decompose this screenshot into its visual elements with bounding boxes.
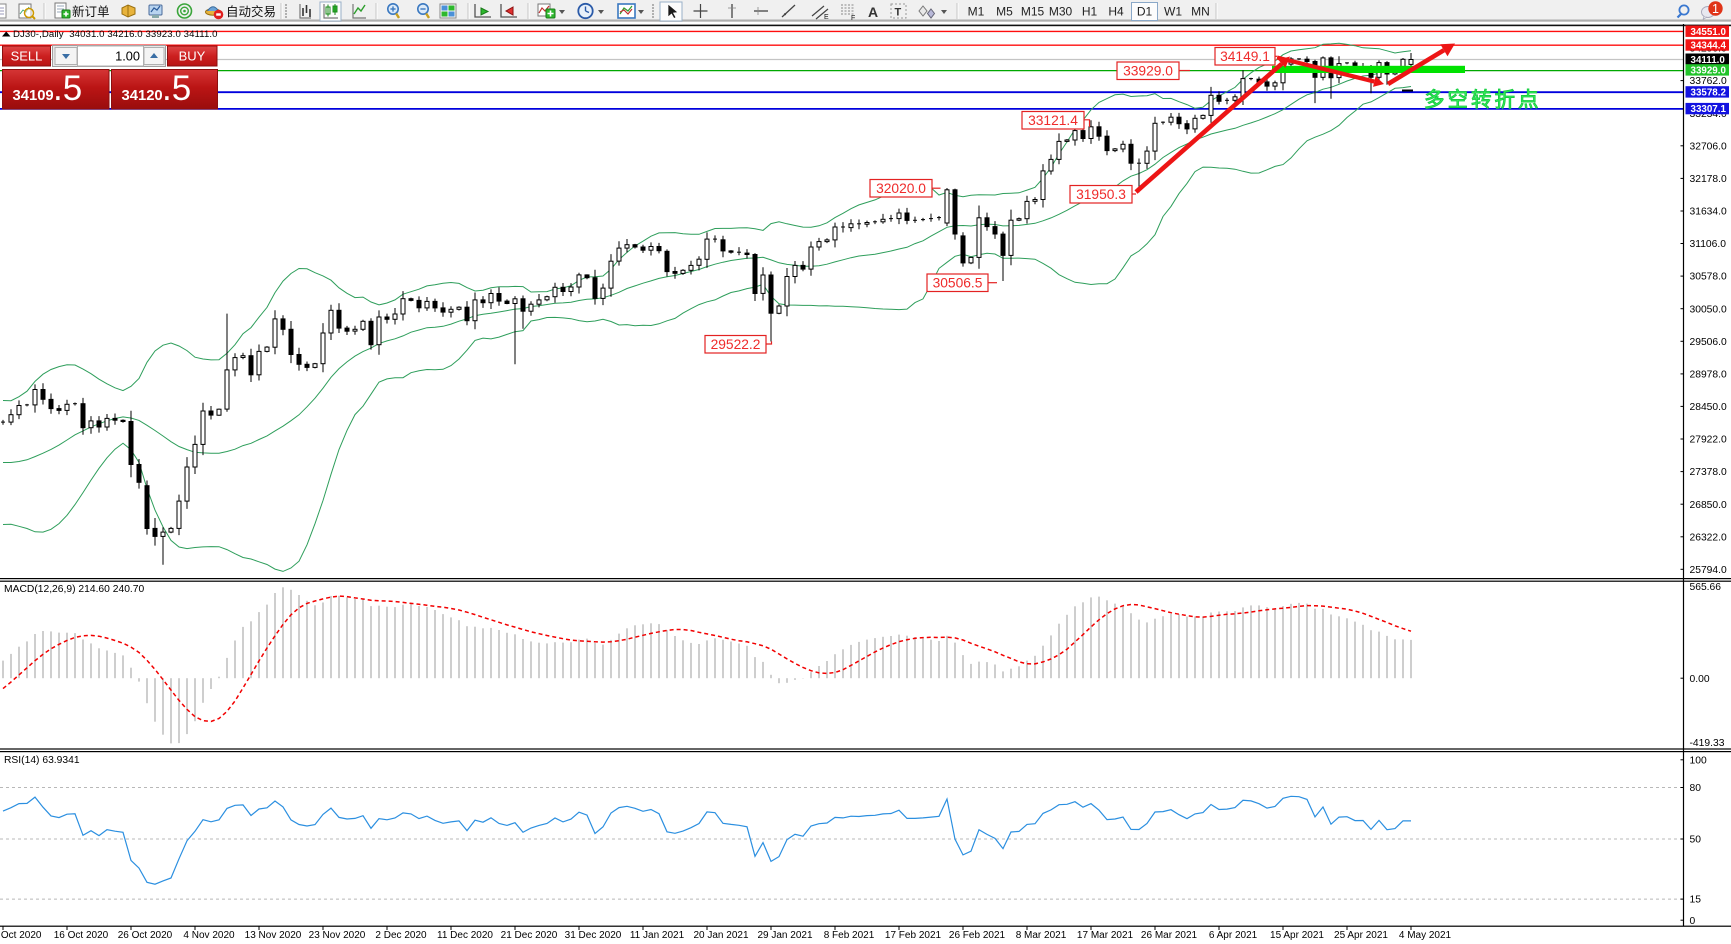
- svg-text:11 Jan 2021: 11 Jan 2021: [630, 930, 685, 941]
- svg-text:4 Nov 2020: 4 Nov 2020: [183, 930, 235, 941]
- svg-text:31 Dec 2020: 31 Dec 2020: [565, 930, 622, 941]
- svg-text:33121.4: 33121.4: [1028, 113, 1078, 128]
- svg-text:8 Mar 2021: 8 Mar 2021: [1016, 930, 1067, 941]
- svg-text:16 Oct 2020: 16 Oct 2020: [54, 930, 109, 941]
- svg-text:30578.0: 30578.0: [1690, 272, 1727, 283]
- svg-text:26 Mar 2021: 26 Mar 2021: [1141, 930, 1198, 941]
- svg-text:29506.0: 29506.0: [1690, 337, 1727, 348]
- svg-text:新订单: 新订单: [72, 4, 110, 19]
- svg-text:32178.0: 32178.0: [1690, 174, 1727, 185]
- svg-text:H1: H1: [1082, 5, 1098, 19]
- svg-text:8 Feb 2021: 8 Feb 2021: [824, 930, 875, 941]
- svg-text:.5: .5: [53, 69, 82, 108]
- svg-text:31950.3: 31950.3: [1076, 187, 1126, 202]
- svg-text:M5: M5: [996, 5, 1013, 19]
- svg-text:50: 50: [1690, 835, 1702, 846]
- svg-text:34120: 34120: [122, 88, 163, 104]
- svg-text:0: 0: [1690, 916, 1696, 927]
- svg-text:1: 1: [1712, 2, 1719, 16]
- svg-text:15 Apr 2021: 15 Apr 2021: [1270, 930, 1324, 941]
- svg-text:M30: M30: [1049, 5, 1073, 19]
- svg-text:自动交易: 自动交易: [226, 4, 276, 19]
- svg-text:30050.0: 30050.0: [1690, 304, 1727, 315]
- svg-text:33762.0: 33762.0: [1690, 76, 1727, 87]
- svg-text:30506.5: 30506.5: [933, 275, 983, 290]
- svg-text:28450.0: 28450.0: [1690, 402, 1727, 413]
- svg-text:T: T: [895, 7, 902, 19]
- svg-text:34149.1: 34149.1: [1220, 49, 1270, 64]
- svg-text:34551.0: 34551.0: [1691, 27, 1727, 38]
- svg-text:26 Oct 2020: 26 Oct 2020: [118, 930, 173, 941]
- svg-text:F: F: [851, 15, 855, 22]
- svg-text:26322.0: 26322.0: [1690, 532, 1727, 543]
- svg-text:28978.0: 28978.0: [1690, 370, 1727, 381]
- svg-text:27922.0: 27922.0: [1690, 435, 1727, 446]
- svg-text:33929.0: 33929.0: [1691, 66, 1727, 77]
- svg-text:.5: .5: [162, 69, 191, 108]
- svg-text:27378.0: 27378.0: [1690, 467, 1727, 478]
- svg-text:80: 80: [1690, 783, 1702, 794]
- svg-text:-419.33: -419.33: [1690, 738, 1725, 749]
- svg-text:21 Dec 2020: 21 Dec 2020: [501, 930, 558, 941]
- svg-text:31634.0: 31634.0: [1690, 207, 1727, 218]
- svg-text:RSI(14) 63.9341: RSI(14) 63.9341: [4, 755, 80, 766]
- svg-text:E: E: [824, 14, 829, 21]
- svg-text:M15: M15: [1021, 5, 1045, 19]
- svg-text:SELL: SELL: [11, 48, 43, 63]
- svg-text:29 Jan 2021: 29 Jan 2021: [757, 930, 812, 941]
- svg-text:H4: H4: [1108, 5, 1124, 19]
- svg-text:0.00: 0.00: [1690, 674, 1710, 685]
- svg-text:11 Dec 2020: 11 Dec 2020: [437, 930, 493, 941]
- svg-text:6 Apr 2021: 6 Apr 2021: [1209, 930, 1258, 941]
- svg-text:2 Dec 2020: 2 Dec 2020: [375, 930, 427, 941]
- svg-text:26850.0: 26850.0: [1690, 500, 1727, 511]
- svg-text:29522.2: 29522.2: [711, 337, 761, 352]
- svg-text:M1: M1: [968, 5, 985, 19]
- svg-text:多空转折点: 多空转折点: [1424, 89, 1542, 112]
- svg-text:100: 100: [1690, 755, 1707, 766]
- svg-text:32706.0: 32706.0: [1690, 141, 1727, 152]
- svg-text:17 Feb 2021: 17 Feb 2021: [885, 930, 942, 941]
- svg-text:26 Feb 2021: 26 Feb 2021: [949, 930, 1006, 941]
- svg-text:25 Apr 2021: 25 Apr 2021: [1334, 930, 1388, 941]
- svg-text:34109: 34109: [13, 88, 54, 104]
- svg-text:31106.0: 31106.0: [1690, 239, 1727, 250]
- svg-text:1.00: 1.00: [115, 49, 140, 64]
- svg-text:7 Oct 2020: 7 Oct 2020: [0, 930, 42, 941]
- svg-text:A: A: [868, 4, 878, 20]
- svg-text:34344.4: 34344.4: [1691, 41, 1727, 52]
- svg-text:MACD(12,26,9) 214.60 240.70: MACD(12,26,9) 214.60 240.70: [4, 584, 145, 595]
- svg-text:565.66: 565.66: [1690, 582, 1722, 593]
- svg-text:DJ30-,Daily 34031.0 34216.0 3: DJ30-,Daily 34031.0 34216.0 33923.0 3411…: [13, 29, 218, 40]
- svg-text:32020.0: 32020.0: [876, 181, 926, 196]
- svg-text:W1: W1: [1164, 5, 1182, 19]
- svg-text:4 May 2021: 4 May 2021: [1399, 930, 1452, 941]
- svg-text:15: 15: [1690, 895, 1702, 906]
- svg-text:23 Nov 2020: 23 Nov 2020: [309, 930, 366, 941]
- svg-text:BUY: BUY: [179, 48, 206, 63]
- svg-text:33578.2: 33578.2: [1691, 88, 1727, 99]
- svg-text:17 Mar 2021: 17 Mar 2021: [1077, 930, 1134, 941]
- svg-text:33929.0: 33929.0: [1123, 63, 1173, 78]
- svg-text:34111.0: 34111.0: [1691, 55, 1726, 66]
- svg-text:25794.0: 25794.0: [1690, 565, 1727, 576]
- svg-text:MN: MN: [1191, 5, 1210, 19]
- svg-text:33307.1: 33307.1: [1691, 104, 1727, 115]
- svg-text:20 Jan 2021: 20 Jan 2021: [693, 930, 748, 941]
- svg-text:13 Nov 2020: 13 Nov 2020: [245, 930, 302, 941]
- svg-text:D1: D1: [1137, 5, 1153, 19]
